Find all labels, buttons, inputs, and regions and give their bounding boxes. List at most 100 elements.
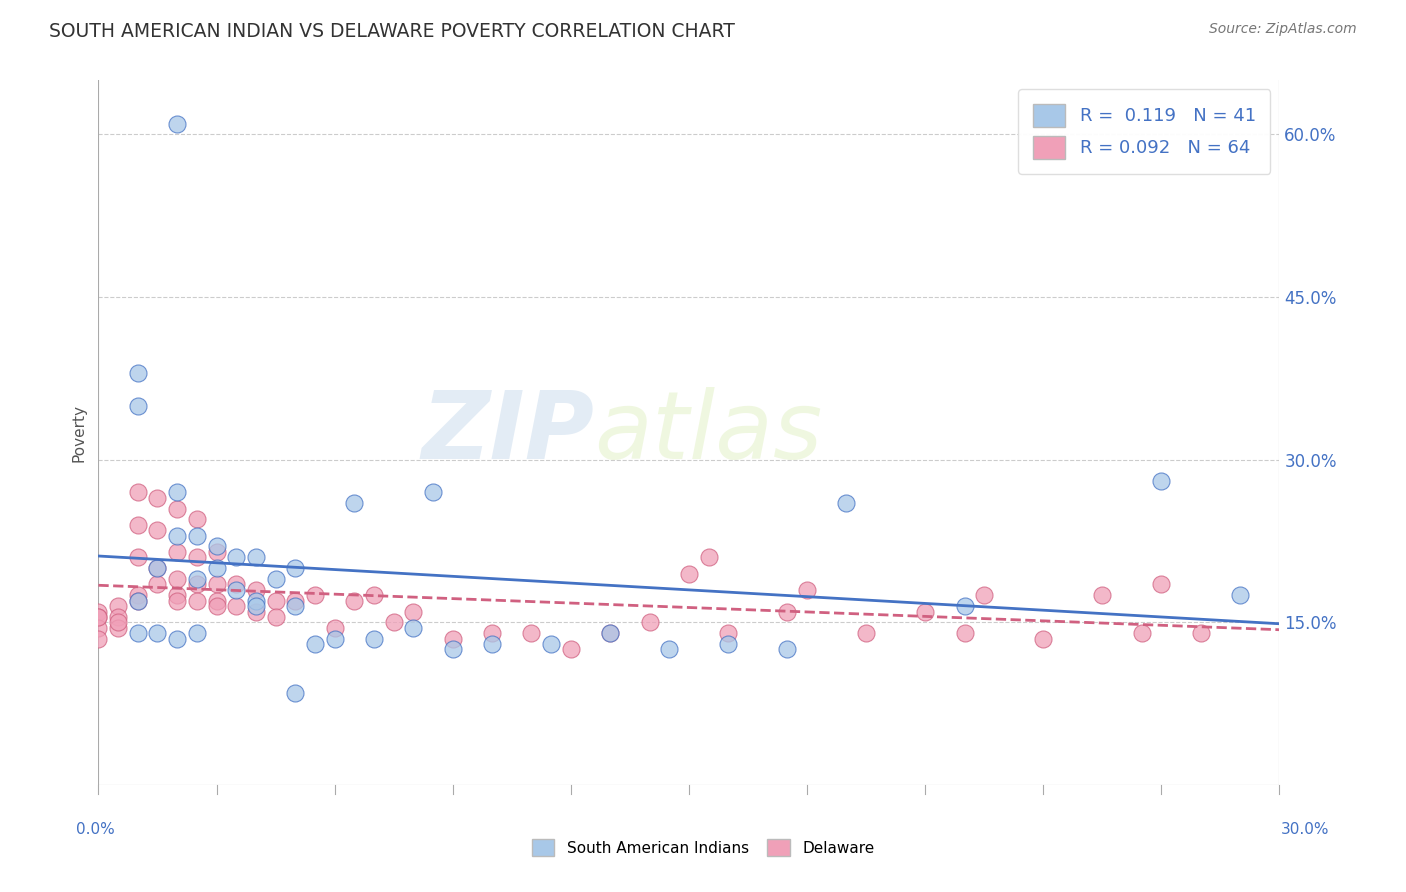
Point <box>127 593 149 607</box>
Point <box>520 626 543 640</box>
Point <box>146 523 169 537</box>
Point <box>146 626 169 640</box>
Point <box>481 637 503 651</box>
Point <box>127 550 149 565</box>
Point <box>422 485 444 500</box>
Point <box>382 615 405 630</box>
Point <box>107 615 129 630</box>
Point <box>835 496 858 510</box>
Point <box>127 517 149 532</box>
Point <box>146 561 169 575</box>
Text: 0.0%: 0.0% <box>76 822 115 837</box>
Point <box>87 610 110 624</box>
Point <box>166 588 188 602</box>
Point <box>245 599 267 613</box>
Point <box>1091 588 1114 602</box>
Point <box>166 632 188 646</box>
Point <box>678 566 700 581</box>
Point <box>225 577 247 591</box>
Point <box>402 621 425 635</box>
Point <box>560 642 582 657</box>
Point <box>284 686 307 700</box>
Point <box>776 642 799 657</box>
Point <box>107 621 129 635</box>
Point <box>166 593 188 607</box>
Point <box>343 496 366 510</box>
Point <box>599 626 621 640</box>
Point <box>146 491 169 505</box>
Y-axis label: Poverty: Poverty <box>72 403 87 462</box>
Point <box>166 545 188 559</box>
Point <box>127 399 149 413</box>
Point <box>146 561 169 575</box>
Point <box>186 512 208 526</box>
Point <box>363 632 385 646</box>
Point <box>166 528 188 542</box>
Point <box>127 593 149 607</box>
Point <box>973 588 995 602</box>
Point <box>796 582 818 597</box>
Point <box>540 637 562 651</box>
Point <box>441 632 464 646</box>
Point <box>658 642 681 657</box>
Point <box>166 117 188 131</box>
Point <box>186 577 208 591</box>
Point <box>205 593 228 607</box>
Point <box>225 582 247 597</box>
Point <box>127 626 149 640</box>
Point <box>914 605 936 619</box>
Point <box>697 550 720 565</box>
Point <box>166 572 188 586</box>
Point <box>776 605 799 619</box>
Point <box>205 599 228 613</box>
Point <box>146 577 169 591</box>
Point <box>402 605 425 619</box>
Point <box>323 632 346 646</box>
Point <box>127 485 149 500</box>
Point <box>284 561 307 575</box>
Legend: South American Indians, Delaware: South American Indians, Delaware <box>526 833 880 862</box>
Point <box>284 599 307 613</box>
Point <box>1150 577 1173 591</box>
Point <box>87 605 110 619</box>
Point <box>205 545 228 559</box>
Point <box>1150 475 1173 489</box>
Text: ZIP: ZIP <box>422 386 595 479</box>
Point <box>127 588 149 602</box>
Text: atlas: atlas <box>595 387 823 478</box>
Point <box>284 593 307 607</box>
Point <box>107 610 129 624</box>
Point <box>186 528 208 542</box>
Text: Source: ZipAtlas.com: Source: ZipAtlas.com <box>1209 22 1357 37</box>
Point <box>186 593 208 607</box>
Point <box>855 626 877 640</box>
Point <box>264 572 287 586</box>
Point <box>1130 626 1153 640</box>
Point <box>245 582 267 597</box>
Point <box>363 588 385 602</box>
Point <box>205 577 228 591</box>
Point <box>638 615 661 630</box>
Point <box>264 593 287 607</box>
Point <box>186 626 208 640</box>
Point <box>481 626 503 640</box>
Text: SOUTH AMERICAN INDIAN VS DELAWARE POVERTY CORRELATION CHART: SOUTH AMERICAN INDIAN VS DELAWARE POVERT… <box>49 22 735 41</box>
Point <box>304 637 326 651</box>
Point <box>87 621 110 635</box>
Point <box>186 550 208 565</box>
Point <box>87 610 110 624</box>
Point <box>127 366 149 380</box>
Point <box>225 550 247 565</box>
Legend: R =  0.119   N = 41, R = 0.092   N = 64: R = 0.119 N = 41, R = 0.092 N = 64 <box>1018 89 1271 174</box>
Point <box>186 572 208 586</box>
Point <box>717 637 740 651</box>
Point <box>225 599 247 613</box>
Point <box>304 588 326 602</box>
Point <box>441 642 464 657</box>
Point <box>1032 632 1054 646</box>
Point <box>953 626 976 640</box>
Point <box>343 593 366 607</box>
Point <box>323 621 346 635</box>
Point <box>1189 626 1212 640</box>
Point <box>87 632 110 646</box>
